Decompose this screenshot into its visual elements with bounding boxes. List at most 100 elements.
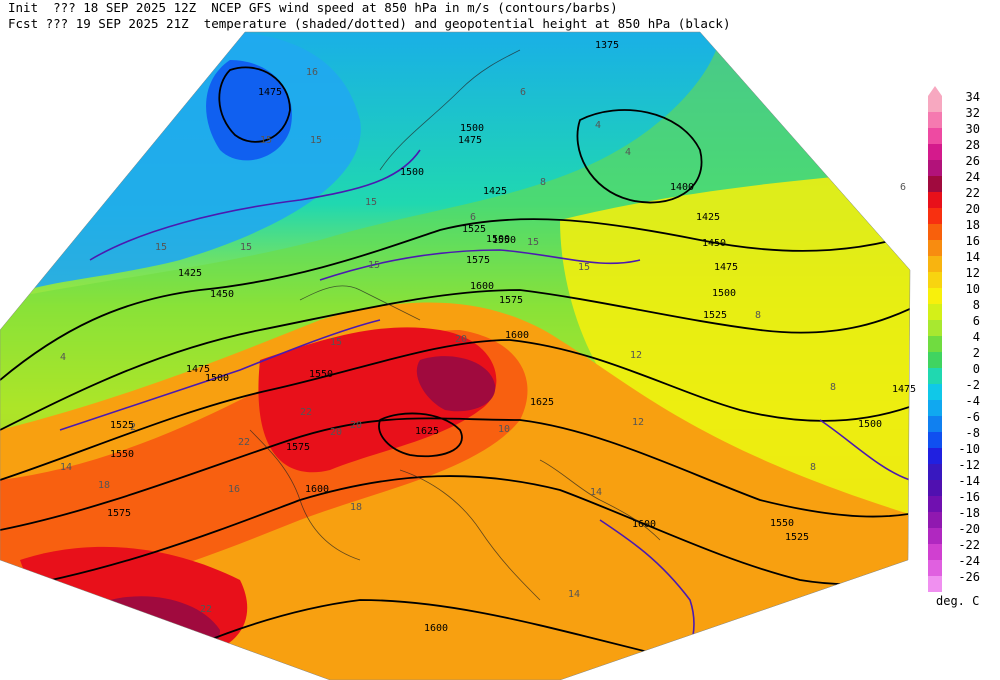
height-label: 1375: [595, 40, 619, 51]
legend-label: 8: [973, 298, 980, 312]
temperature-label: 15: [330, 337, 342, 348]
height-label: 1600: [424, 623, 448, 634]
height-label: 1450: [210, 289, 234, 300]
temperature-label: 22: [200, 604, 212, 615]
legend-unit: deg. C: [936, 594, 980, 608]
temperature-label: 14: [590, 487, 602, 498]
temperature-label: 6: [900, 182, 906, 193]
legend-label: -20: [958, 522, 980, 536]
legend-label: -4: [966, 394, 980, 408]
temperature-label: 22: [300, 407, 312, 418]
legend-swatch: [928, 192, 942, 208]
legend-label: 24: [966, 170, 980, 184]
height-label: 1550: [492, 235, 516, 246]
temperature-label: 2: [130, 422, 136, 433]
legend-label: 4: [973, 330, 980, 344]
temperature-label: 20: [455, 334, 467, 345]
legend-swatch: [928, 528, 942, 544]
legend-label: 26: [966, 154, 980, 168]
height-label: 1575: [107, 508, 131, 519]
legend-arrow-top: [928, 86, 942, 96]
temperature-shading: [0, 32, 910, 680]
legend-swatch: [928, 368, 942, 384]
legend-swatch: [928, 496, 942, 512]
color-legend: 3432302826242220181614121086420-2-4-6-8-…: [928, 86, 980, 592]
height-label: 1475: [186, 364, 210, 375]
legend-label: -22: [958, 538, 980, 552]
height-label: 1500: [486, 234, 510, 245]
height-label: 1525: [462, 224, 486, 235]
temperature-label: 18: [98, 480, 110, 491]
legend-label: -2: [966, 378, 980, 392]
legend-label: -10: [958, 442, 980, 456]
legend-swatch: [928, 256, 942, 272]
legend-swatch: [928, 336, 942, 352]
legend-label: 34: [966, 90, 980, 104]
height-label: 1600: [305, 484, 329, 495]
header-line-2: Fcst ??? 19 SEP 2025 21Z temperature (sh…: [8, 16, 730, 31]
legend-label: -6: [966, 410, 980, 424]
temperature-label: 6: [470, 212, 476, 223]
legend-swatch: [928, 144, 942, 160]
product-title: NCEP GFS wind speed at 850 hPa in m/s (c…: [211, 0, 618, 15]
height-label: 1425: [483, 186, 507, 197]
height-label: 1500: [712, 288, 736, 299]
legend-label: 2: [973, 346, 980, 360]
height-label: 1575: [286, 442, 310, 453]
height-label: 1475: [258, 87, 282, 98]
legend-swatch: [928, 560, 942, 576]
legend-swatch: [928, 464, 942, 480]
height-label: 1400: [670, 182, 694, 193]
legend-label: 12: [966, 266, 980, 280]
legend-label: -24: [958, 554, 980, 568]
temperature-label: 15: [155, 242, 167, 253]
height-label: 1600: [505, 330, 529, 341]
height-label: 1500: [460, 123, 484, 134]
weather-map: 16 15 15 15 15 15 15 15 15 15 12 12 8 8 8 6 6 4 4 4 14 14 18 18…: [0, 31, 916, 680]
legend-label: 16: [966, 234, 980, 248]
height-label: 1525: [703, 310, 727, 321]
legend-swatch: [928, 416, 942, 432]
legend-label: 0: [973, 362, 980, 376]
legend-swatch: [928, 512, 942, 528]
legend-label: -8: [966, 426, 980, 440]
temperature-label: 15: [260, 135, 272, 146]
height-label: 1600: [470, 281, 494, 292]
temperature-label: 4: [625, 147, 631, 158]
legend-label: 28: [966, 138, 980, 152]
header-line-1: Init ??? 18 SEP 2025 12Z NCEP GFS wind s…: [8, 0, 618, 15]
legend-label: -16: [958, 490, 980, 504]
legend-swatch: [928, 112, 942, 128]
temperature-label: 22: [238, 437, 250, 448]
legend-swatch: [928, 96, 942, 112]
temperature-label: 15: [240, 242, 252, 253]
legend-label: 6: [973, 314, 980, 328]
temperature-label: 20: [350, 420, 362, 431]
temperature-label: 8: [830, 382, 836, 393]
height-label: 1525: [110, 420, 134, 431]
temperature-label: 18: [350, 502, 362, 513]
legend-swatch: [928, 480, 942, 496]
height-label: 1475: [714, 262, 738, 273]
legend-swatch: [928, 448, 942, 464]
height-label: 1550: [110, 449, 134, 460]
forecast-time: Fcst ??? 19 SEP 2025 21Z: [8, 16, 189, 31]
temperature-label: 12: [632, 417, 644, 428]
product-subtitle: temperature (shaded/dotted) and geopoten…: [203, 16, 731, 31]
legend-swatch: [928, 176, 942, 192]
height-contours: [0, 66, 910, 680]
coastlines: [249, 49, 661, 601]
height-label: 1625: [530, 397, 554, 408]
height-label: 1575: [499, 295, 523, 306]
temperature-label: 8: [540, 177, 546, 188]
temperature-label: 14: [568, 589, 580, 600]
legend-swatch: [928, 208, 942, 224]
height-label: 1450: [702, 238, 726, 249]
height-label: 1625: [415, 426, 439, 437]
temperature-label: 8: [810, 462, 816, 473]
temperature-label: 4: [60, 352, 66, 363]
legend-swatch: [928, 384, 942, 400]
legend-swatch: [928, 160, 942, 176]
legend-label: 22: [966, 186, 980, 200]
legend-label: 30: [966, 122, 980, 136]
